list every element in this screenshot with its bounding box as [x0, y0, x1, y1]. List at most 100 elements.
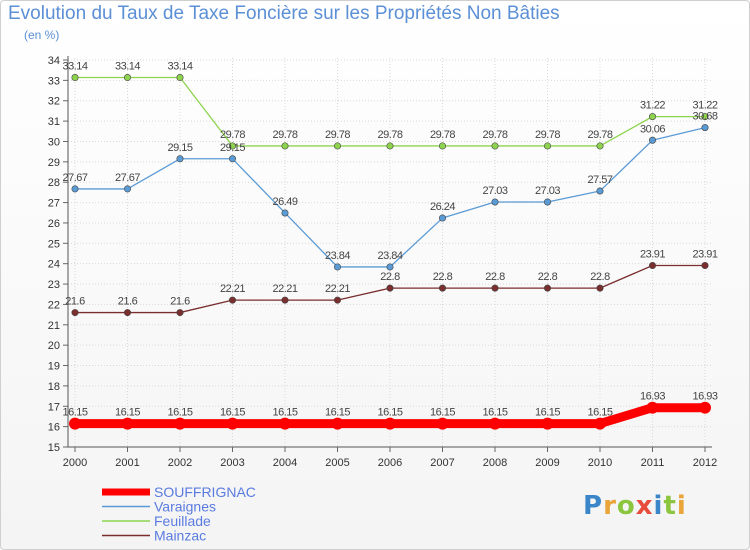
chart-title: Evolution du Taux de Taxe Foncière sur l…	[8, 3, 560, 24]
series-mainzac	[71, 262, 709, 317]
data-point-varaignes	[71, 185, 79, 193]
data-label-souffrignac: 16.15	[272, 407, 297, 419]
y-tick-label: 19	[48, 361, 60, 373]
data-label-souffrignac: 16.15	[115, 407, 140, 419]
data-point-mainzac	[438, 284, 446, 292]
data-label-mainzac: 21.6	[65, 296, 85, 308]
y-tick-label: 33	[48, 75, 60, 87]
data-point-varaignes	[596, 187, 604, 195]
y-tick-label: 26	[48, 218, 60, 230]
legend-label-feuillade: Feuillade	[154, 513, 211, 529]
data-label-mainzac: 23.91	[640, 249, 665, 261]
data-point-souffrignac	[489, 417, 501, 430]
x-tick-label: 2001	[115, 457, 139, 469]
y-tick-label: 34	[48, 55, 60, 67]
data-label-feuillade: 29.78	[325, 129, 350, 141]
x-tick-label: 2006	[378, 457, 402, 469]
data-label-souffrignac: 16.15	[430, 407, 455, 419]
series-layer	[69, 74, 711, 430]
data-label-mainzac: 22.8	[590, 271, 610, 283]
data-label-feuillade: 29.78	[377, 129, 402, 141]
data-label-mainzac: 21.6	[170, 296, 190, 308]
data-label-feuillade: 29.78	[220, 129, 245, 141]
data-point-souffrignac	[331, 417, 344, 430]
grid-lines	[68, 58, 712, 448]
data-point-souffrignac	[174, 417, 186, 430]
data-label-varaignes: 27.03	[535, 185, 560, 197]
data-label-varaignes: 27.67	[115, 172, 140, 184]
logo-letter: P	[583, 491, 604, 521]
y-tick-label: 27	[48, 198, 60, 210]
data-point-souffrignac	[436, 417, 449, 430]
data-point-souffrignac	[121, 417, 134, 430]
data-point-varaignes	[386, 263, 394, 271]
data-point-mainzac	[701, 262, 709, 270]
data-label-souffrignac: 16.15	[377, 407, 402, 419]
data-label-varaignes: 30.68	[692, 111, 717, 123]
data-point-souffrignac	[384, 417, 396, 430]
data-point-mainzac	[281, 296, 289, 304]
data-label-varaignes: 30.06	[640, 123, 665, 135]
data-point-souffrignac	[646, 401, 659, 414]
y-tick-label: 32	[48, 96, 60, 108]
data-label-souffrignac: 16.15	[167, 407, 192, 419]
data-point-mainzac	[333, 296, 341, 304]
data-point-souffrignac	[279, 417, 291, 430]
data-point-varaignes	[543, 198, 551, 206]
logo-letter: i	[676, 491, 687, 521]
y-tick-label: 15	[48, 442, 60, 454]
data-label-feuillade: 29.78	[272, 129, 297, 141]
y-axis-ticks: 15 16 17 18 19 20 21 22 23 24 25 26 27 28 29 30 31 32 33 34	[48, 55, 68, 454]
x-tick-label: 2003	[220, 457, 244, 469]
data-label-mainzac: 21.6	[118, 296, 138, 308]
x-tick-label: 2009	[535, 457, 559, 469]
data-point-mainzac	[543, 284, 551, 292]
data-point-mainzac	[229, 296, 237, 304]
data-label-souffrignac: 16.15	[482, 407, 507, 419]
x-tick-label: 2005	[325, 457, 349, 469]
data-label-feuillade: 29.78	[587, 129, 612, 141]
series-varaignes	[71, 124, 709, 271]
logo-letter: i	[653, 491, 664, 521]
data-point-mainzac	[596, 284, 604, 292]
x-tick-label: 2011	[641, 457, 665, 469]
data-point-mainzac	[71, 309, 79, 317]
y-tick-label: 24	[48, 259, 60, 271]
data-point-mainzac	[491, 284, 499, 292]
data-point-varaignes	[176, 155, 184, 163]
data-point-varaignes	[124, 185, 132, 193]
logo-letter: x	[635, 491, 654, 521]
data-point-feuillade	[596, 142, 604, 150]
data-label-mainzac: 22.8	[485, 271, 505, 283]
y-tick-label: 22	[48, 299, 60, 311]
data-point-feuillade	[281, 142, 289, 150]
data-point-souffrignac	[699, 401, 711, 414]
data-label-varaignes: 23.84	[377, 250, 402, 262]
data-label-feuillade: 29.78	[482, 129, 507, 141]
data-label-souffrignac: 16.15	[587, 407, 612, 419]
logo-letter: o	[616, 491, 636, 521]
data-point-souffrignac	[69, 417, 81, 430]
y-tick-label: 17	[48, 401, 60, 413]
data-label-souffrignac: 16.93	[640, 391, 665, 403]
series-souffrignac	[69, 401, 711, 430]
data-label-feuillade: 33.14	[167, 61, 192, 73]
data-label-varaignes: 23.84	[325, 250, 350, 262]
data-point-varaignes	[701, 124, 709, 132]
data-label-mainzac: 22.21	[272, 283, 297, 295]
data-point-varaignes	[438, 214, 446, 222]
data-point-varaignes	[648, 136, 656, 144]
data-label-souffrignac: 16.93	[692, 391, 717, 403]
y-tick-label: 16	[48, 422, 60, 434]
data-label-varaignes: 27.57	[587, 174, 612, 186]
data-label-souffrignac: 16.15	[62, 407, 87, 419]
data-label-feuillade: 29.78	[430, 129, 455, 141]
series-feuillade	[71, 74, 709, 150]
y-tick-label: 29	[48, 157, 60, 169]
data-point-feuillade	[229, 142, 237, 150]
y-tick-label: 30	[48, 136, 60, 148]
data-point-feuillade	[71, 74, 79, 82]
data-label-varaignes: 27.03	[482, 185, 507, 197]
